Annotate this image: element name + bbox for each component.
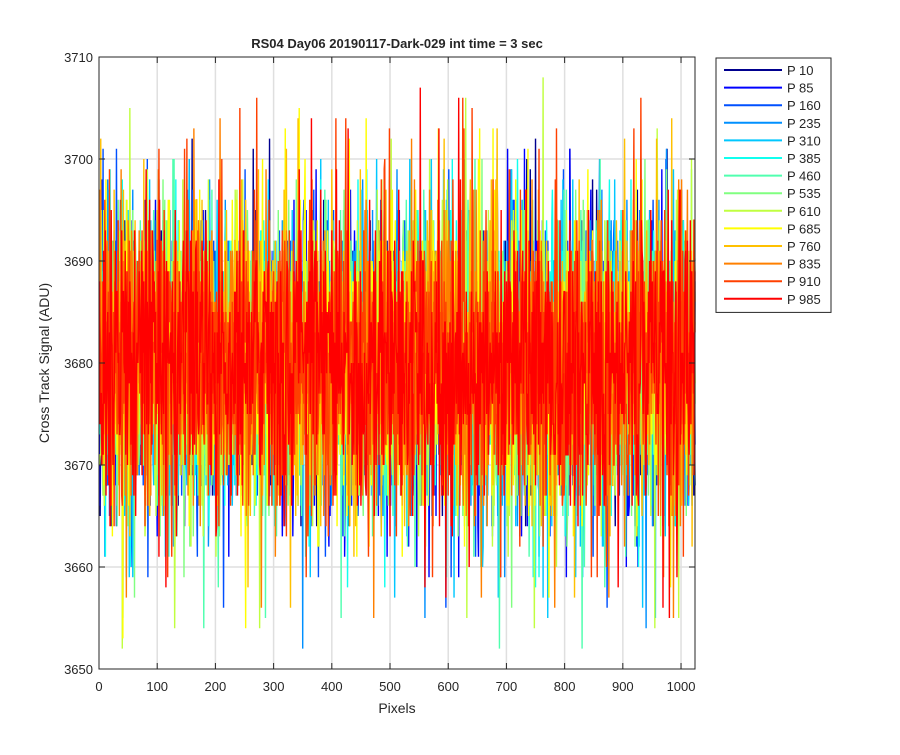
legend-label-p460: P 460	[787, 169, 821, 184]
legend-label-p85: P 85	[787, 81, 814, 96]
y-tick-label-3670: 3670	[64, 458, 93, 473]
x-tick-label-200: 200	[205, 679, 227, 694]
legend-label-p535: P 535	[787, 186, 821, 201]
y-tick-label-3650: 3650	[64, 662, 93, 677]
x-tick-label-700: 700	[496, 679, 518, 694]
series-group	[98, 77, 696, 649]
legend-label-p10: P 10	[787, 63, 814, 78]
legend-label-p835: P 835	[787, 257, 821, 272]
legend-label-p685: P 685	[787, 221, 821, 236]
y-tick-label-3660: 3660	[64, 560, 93, 575]
x-tick-label-500: 500	[379, 679, 401, 694]
chart-title: RS04 Day06 20190117-Dark-029 int time = …	[251, 36, 543, 51]
x-axis-label: Pixels	[378, 700, 415, 716]
y-tick-label-3710: 3710	[64, 50, 93, 65]
x-tick-label-600: 600	[437, 679, 459, 694]
legend-label-p610: P 610	[787, 204, 821, 219]
legend-label-p910: P 910	[787, 274, 821, 289]
series-line-p985	[98, 87, 696, 619]
x-tick-label-800: 800	[554, 679, 576, 694]
y-tick-label-3700: 3700	[64, 152, 93, 167]
x-tick-label-300: 300	[263, 679, 285, 694]
legend-label-p310: P 310	[787, 133, 821, 148]
x-tick-label-1000: 1000	[667, 679, 696, 694]
legend-label-p385: P 385	[787, 151, 821, 166]
x-tick-label-400: 400	[321, 679, 343, 694]
legend-box	[715, 57, 832, 313]
x-tick-label-100: 100	[146, 679, 168, 694]
legend-label-p760: P 760	[787, 239, 821, 254]
y-tick-label-3680: 3680	[64, 356, 93, 371]
axis-ticks: 0 100 200 300 400 500 600 700 800 900 1000 3650 3660…	[64, 50, 695, 694]
legend: P 10 P 85 P 160 P 235 P 310 P 385 P 460 P 535 P …	[715, 57, 832, 313]
y-tick-label-3690: 3690	[64, 254, 93, 269]
legend-label-p160: P 160	[787, 98, 821, 113]
legend-label-p985: P 985	[787, 292, 821, 307]
x-tick-label-900: 900	[612, 679, 634, 694]
y-axis-label: Cross Track Signal (ADU)	[36, 283, 52, 443]
x-tick-label-0: 0	[95, 679, 102, 694]
legend-label-p235: P 235	[787, 116, 821, 131]
